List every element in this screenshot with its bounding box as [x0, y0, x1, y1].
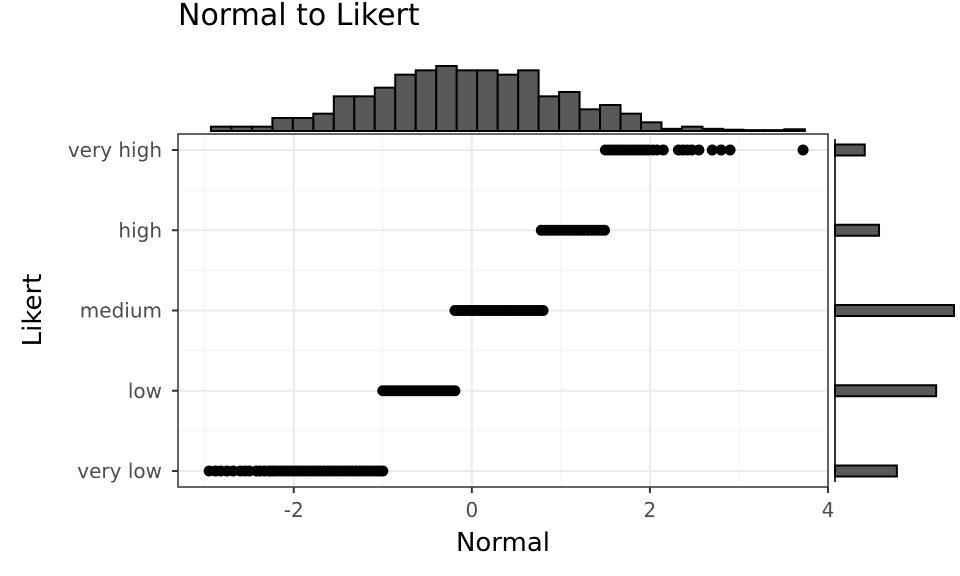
scatter-points — [203, 144, 809, 477]
y-tick-label: very low — [77, 459, 162, 483]
histogram-bar — [578, 108, 602, 133]
histogram-bar — [435, 65, 458, 132]
data-point — [599, 224, 611, 236]
data-point — [693, 144, 705, 156]
histogram-bar — [209, 125, 233, 132]
scatter-panel — [177, 133, 829, 488]
marginal-bar — [834, 384, 938, 398]
histogram-bar — [558, 91, 581, 132]
y-axis-title: Likert — [18, 274, 48, 347]
histogram-bar — [353, 95, 376, 133]
y-axis: very low low medium high very high — [68, 138, 178, 483]
histogram-bar — [537, 95, 561, 133]
marginal-bar — [834, 223, 881, 237]
marginal-bar — [834, 304, 955, 317]
y-tick-label: very high — [68, 138, 162, 162]
x-tick-label: 0 — [465, 498, 478, 522]
data-point — [706, 144, 718, 156]
histogram-bar — [455, 69, 479, 133]
histogram-bar — [701, 127, 724, 132]
histogram-bar — [742, 129, 765, 132]
histogram-bar — [250, 125, 274, 132]
histogram-bar — [414, 69, 438, 133]
data-point — [797, 144, 809, 156]
x-axis-title: Normal — [456, 528, 550, 558]
histogram-bar — [332, 95, 356, 133]
y-tick-label: high — [118, 218, 162, 242]
histogram-bar — [680, 125, 704, 132]
right-marginal-bars — [834, 139, 955, 482]
histogram-bar — [476, 69, 499, 133]
histogram-bar — [373, 86, 397, 132]
histogram-bar — [619, 112, 643, 132]
data-point — [449, 385, 461, 397]
data-point — [537, 305, 549, 316]
histogram-bar — [640, 121, 663, 133]
histogram-bar — [271, 117, 294, 132]
y-tick-label: low — [128, 379, 162, 403]
histogram-bar — [230, 125, 253, 132]
x-tick-label: 2 — [644, 498, 657, 522]
histogram-bar — [496, 73, 520, 132]
y-tick-label: medium — [80, 299, 162, 323]
histogram-bar — [599, 104, 622, 132]
histogram-bar — [394, 73, 417, 132]
histogram-bar — [291, 117, 315, 132]
data-point — [377, 465, 389, 477]
x-tick-label: 4 — [822, 498, 835, 522]
histogram-bar — [721, 128, 745, 132]
data-point — [724, 144, 736, 156]
histogram-bar — [312, 112, 335, 132]
x-axis: -2 0 2 4 — [284, 487, 835, 522]
x-tick-label: -2 — [284, 498, 304, 522]
histogram-bar — [762, 129, 786, 132]
top-marginal-histogram — [209, 65, 806, 133]
histogram-bar — [517, 69, 540, 133]
histogram-bar — [660, 127, 683, 132]
chart-title: Normal to Likert — [178, 0, 420, 33]
data-point — [715, 144, 727, 156]
marginal-bar — [834, 143, 866, 157]
marginal-bar — [834, 464, 898, 478]
histogram-bar — [783, 128, 806, 132]
data-point — [657, 144, 669, 156]
